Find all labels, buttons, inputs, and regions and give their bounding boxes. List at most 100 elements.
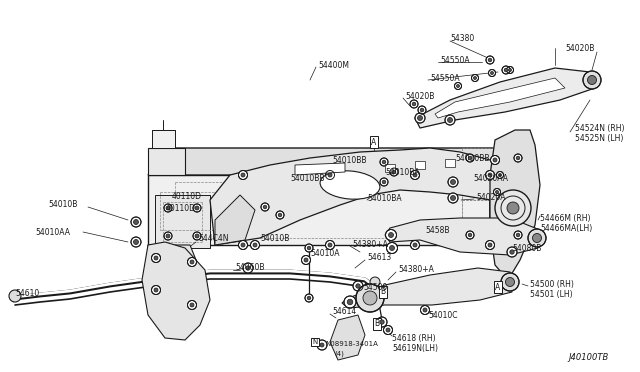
Polygon shape (215, 195, 255, 245)
Polygon shape (490, 148, 520, 245)
Text: 54501 (LH): 54501 (LH) (530, 289, 573, 298)
Circle shape (506, 278, 515, 286)
Circle shape (380, 158, 388, 166)
Circle shape (507, 202, 519, 214)
Circle shape (195, 234, 199, 238)
Circle shape (493, 189, 500, 196)
Circle shape (9, 290, 21, 302)
Polygon shape (415, 161, 425, 169)
Circle shape (263, 205, 267, 209)
Circle shape (380, 320, 384, 324)
Circle shape (317, 340, 327, 350)
Circle shape (514, 154, 522, 162)
Circle shape (456, 84, 460, 87)
Circle shape (451, 180, 456, 185)
Circle shape (239, 241, 248, 250)
Circle shape (382, 160, 386, 164)
Text: 54613: 54613 (367, 253, 391, 263)
Polygon shape (148, 245, 200, 320)
Circle shape (495, 190, 531, 226)
Circle shape (392, 170, 396, 174)
Circle shape (193, 232, 201, 240)
Circle shape (445, 115, 455, 125)
Circle shape (239, 170, 248, 180)
Circle shape (387, 243, 397, 253)
Circle shape (390, 168, 398, 176)
Circle shape (344, 296, 356, 308)
Text: 5458B: 5458B (425, 225, 449, 234)
Text: B: B (380, 288, 385, 296)
Circle shape (253, 243, 257, 247)
Circle shape (420, 108, 424, 112)
Circle shape (385, 230, 397, 241)
Circle shape (390, 246, 394, 250)
Text: 40110D: 40110D (172, 192, 202, 201)
Text: 54550A: 54550A (440, 55, 470, 64)
Circle shape (486, 56, 494, 64)
Circle shape (131, 237, 141, 247)
Circle shape (415, 113, 425, 123)
Circle shape (413, 243, 417, 247)
Circle shape (301, 256, 310, 264)
Text: 40110D: 40110D (166, 203, 196, 212)
Polygon shape (445, 159, 455, 167)
Text: A: A (495, 282, 500, 292)
Circle shape (583, 71, 601, 89)
Text: 54080B: 54080B (512, 244, 541, 253)
Polygon shape (415, 68, 595, 128)
Circle shape (454, 83, 461, 90)
Circle shape (377, 317, 387, 327)
Circle shape (304, 258, 308, 262)
Circle shape (490, 155, 499, 164)
Circle shape (501, 273, 519, 291)
Text: 54466M (RH): 54466M (RH) (540, 214, 591, 222)
Text: 54500 (RH): 54500 (RH) (530, 279, 574, 289)
Circle shape (510, 250, 514, 254)
Circle shape (486, 170, 495, 180)
Circle shape (423, 308, 427, 312)
Circle shape (468, 233, 472, 237)
Circle shape (164, 232, 172, 240)
Circle shape (448, 177, 458, 187)
Circle shape (307, 246, 311, 250)
Circle shape (388, 232, 394, 237)
Polygon shape (148, 148, 520, 175)
Polygon shape (152, 130, 175, 148)
Circle shape (276, 211, 284, 219)
Circle shape (131, 217, 141, 227)
Polygon shape (155, 195, 210, 248)
Text: J40100TB: J40100TB (568, 353, 608, 362)
Circle shape (509, 68, 511, 71)
Text: 54466MA(LH): 54466MA(LH) (540, 224, 592, 232)
Circle shape (193, 204, 201, 212)
Circle shape (246, 266, 250, 270)
Text: N: N (312, 339, 317, 345)
Circle shape (154, 288, 158, 292)
Circle shape (495, 190, 499, 193)
Circle shape (278, 213, 282, 217)
Circle shape (134, 219, 138, 224)
Circle shape (474, 77, 477, 80)
Circle shape (241, 243, 245, 247)
Polygon shape (148, 175, 490, 245)
Circle shape (164, 204, 172, 212)
Text: 54010BA: 54010BA (385, 167, 420, 176)
Circle shape (493, 158, 497, 162)
Circle shape (516, 233, 520, 237)
Circle shape (486, 241, 495, 250)
Circle shape (166, 206, 170, 210)
Text: 54010BA: 54010BA (367, 193, 402, 202)
Circle shape (320, 343, 324, 347)
Circle shape (190, 303, 194, 307)
Circle shape (356, 284, 384, 312)
Polygon shape (435, 78, 565, 118)
Circle shape (307, 296, 311, 300)
Circle shape (490, 71, 493, 74)
Circle shape (383, 326, 392, 334)
Circle shape (488, 243, 492, 247)
Circle shape (386, 328, 390, 332)
Text: 54524N (RH): 54524N (RH) (575, 124, 625, 132)
Circle shape (410, 170, 419, 180)
Text: 544C4N: 544C4N (198, 234, 228, 243)
Circle shape (448, 193, 458, 203)
